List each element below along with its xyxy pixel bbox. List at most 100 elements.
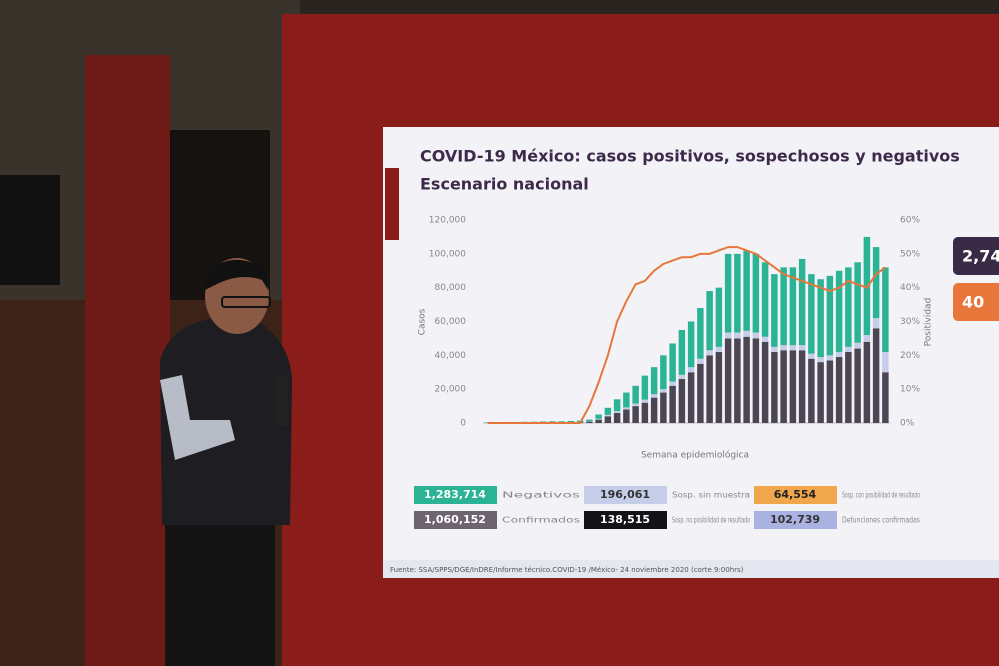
y-tick-label: 80,000 (435, 283, 467, 293)
summary-label: Confirmados (502, 516, 580, 525)
summary-value: 1,060,152 (424, 513, 486, 526)
bar-segment (734, 253, 741, 333)
y-tick-label: 100,000 (429, 249, 466, 259)
summary-box (584, 511, 667, 529)
bar-segment (780, 345, 787, 351)
bar-segment (687, 367, 695, 373)
bar-segment (780, 267, 787, 346)
bar-segment (789, 350, 797, 423)
bar-segment (706, 291, 713, 351)
bar-segment (623, 409, 630, 423)
y2-tick-label: 60% (900, 216, 920, 226)
bar-segment (882, 267, 889, 352)
source: Fuente: SSA/SPPS/DGE/InDRE/Informe técni… (390, 566, 744, 574)
chart-title: COVID-19 México: casos positivos, sospec… (420, 147, 960, 166)
bar-segment (743, 330, 750, 337)
bar-segment (697, 358, 704, 364)
bar-segment (595, 419, 602, 423)
y-tick-label: 20,000 (435, 385, 467, 395)
bar-segment (817, 279, 824, 358)
bar-segment (826, 360, 834, 423)
summary-value: 1,283,714 (424, 488, 486, 501)
side-box (953, 237, 999, 275)
bar-segment (632, 403, 639, 407)
bar-segment (706, 350, 713, 356)
bar-segment (752, 332, 760, 339)
bar-segment (632, 385, 639, 404)
bar-segment (826, 355, 834, 361)
bar-segment (669, 381, 676, 386)
summary-label: Negativos (502, 491, 580, 500)
y2-tick-label: 50% (900, 249, 920, 259)
bar-segment (808, 274, 815, 354)
summary-box (414, 511, 497, 529)
summary-box (414, 486, 497, 504)
bar-segment (650, 367, 658, 395)
y2-tick-label: 0% (900, 419, 915, 429)
summary-box (584, 486, 667, 504)
bar-segment (595, 414, 602, 419)
summary-value: 102,739 (770, 513, 820, 526)
bar-segment (660, 355, 667, 390)
y-tick-label: 0 (460, 419, 466, 429)
bar-segment (613, 399, 621, 412)
bar-segment (789, 345, 797, 351)
bar-segment (863, 335, 871, 342)
bar-segment (743, 250, 750, 331)
bar-segment (771, 351, 778, 423)
bar-segment (715, 346, 723, 352)
bar-segment (650, 394, 658, 398)
bar-segment (863, 341, 871, 423)
bar-segment (697, 363, 704, 423)
bar-segment (798, 350, 806, 423)
summary-label: Sosp. no posibilidad de resultado (672, 516, 750, 525)
y-axis-label: Casos (418, 308, 428, 335)
bar-segment (798, 258, 806, 346)
bar-segment (724, 332, 732, 339)
side-box-text: 40 (962, 293, 984, 312)
bar-segment (650, 397, 658, 423)
microphone (276, 376, 288, 426)
bar-segment (882, 351, 889, 373)
bar-segment (752, 338, 760, 423)
sleeve (160, 375, 235, 460)
side-box-text: 2,74 (962, 247, 999, 266)
chart-subtitle: Escenario nacional (420, 175, 589, 194)
source-bar (383, 560, 999, 578)
bar-segment (678, 329, 686, 375)
bar-segment (632, 406, 639, 423)
bar-segment (817, 357, 824, 363)
bar-segment (586, 419, 593, 422)
glasses (221, 296, 271, 308)
bar-segment (808, 358, 815, 423)
y-tick-label: 40,000 (435, 351, 467, 361)
bar-segment (687, 372, 695, 423)
summary-box (754, 511, 837, 529)
bar-segment (752, 253, 760, 333)
bar-segment (835, 357, 843, 423)
summary-label: Defunciones confirmadas (842, 516, 920, 525)
bar-segment (845, 351, 852, 423)
summary-box (754, 486, 837, 504)
bar-segment (882, 372, 889, 423)
bar-segment (845, 267, 852, 347)
bar-segment (595, 418, 602, 420)
bar-segment (724, 338, 732, 423)
summary-value: 196,061 (600, 488, 650, 501)
side-box (953, 283, 999, 321)
bar-segment (604, 414, 612, 417)
red-pillar (85, 55, 170, 666)
bar-segment (604, 416, 612, 423)
bar-segment (761, 262, 769, 337)
bar-segment (586, 421, 593, 423)
bar-segment (697, 307, 704, 359)
bar-segment (771, 274, 778, 347)
summary-value: 138,515 (600, 513, 650, 526)
bar-segment (613, 412, 621, 423)
bar-segment (687, 321, 695, 368)
bar-segment (641, 375, 649, 400)
y-tick-label: 60,000 (435, 317, 467, 327)
bar-segment (734, 332, 741, 339)
bar-segment (715, 351, 723, 423)
